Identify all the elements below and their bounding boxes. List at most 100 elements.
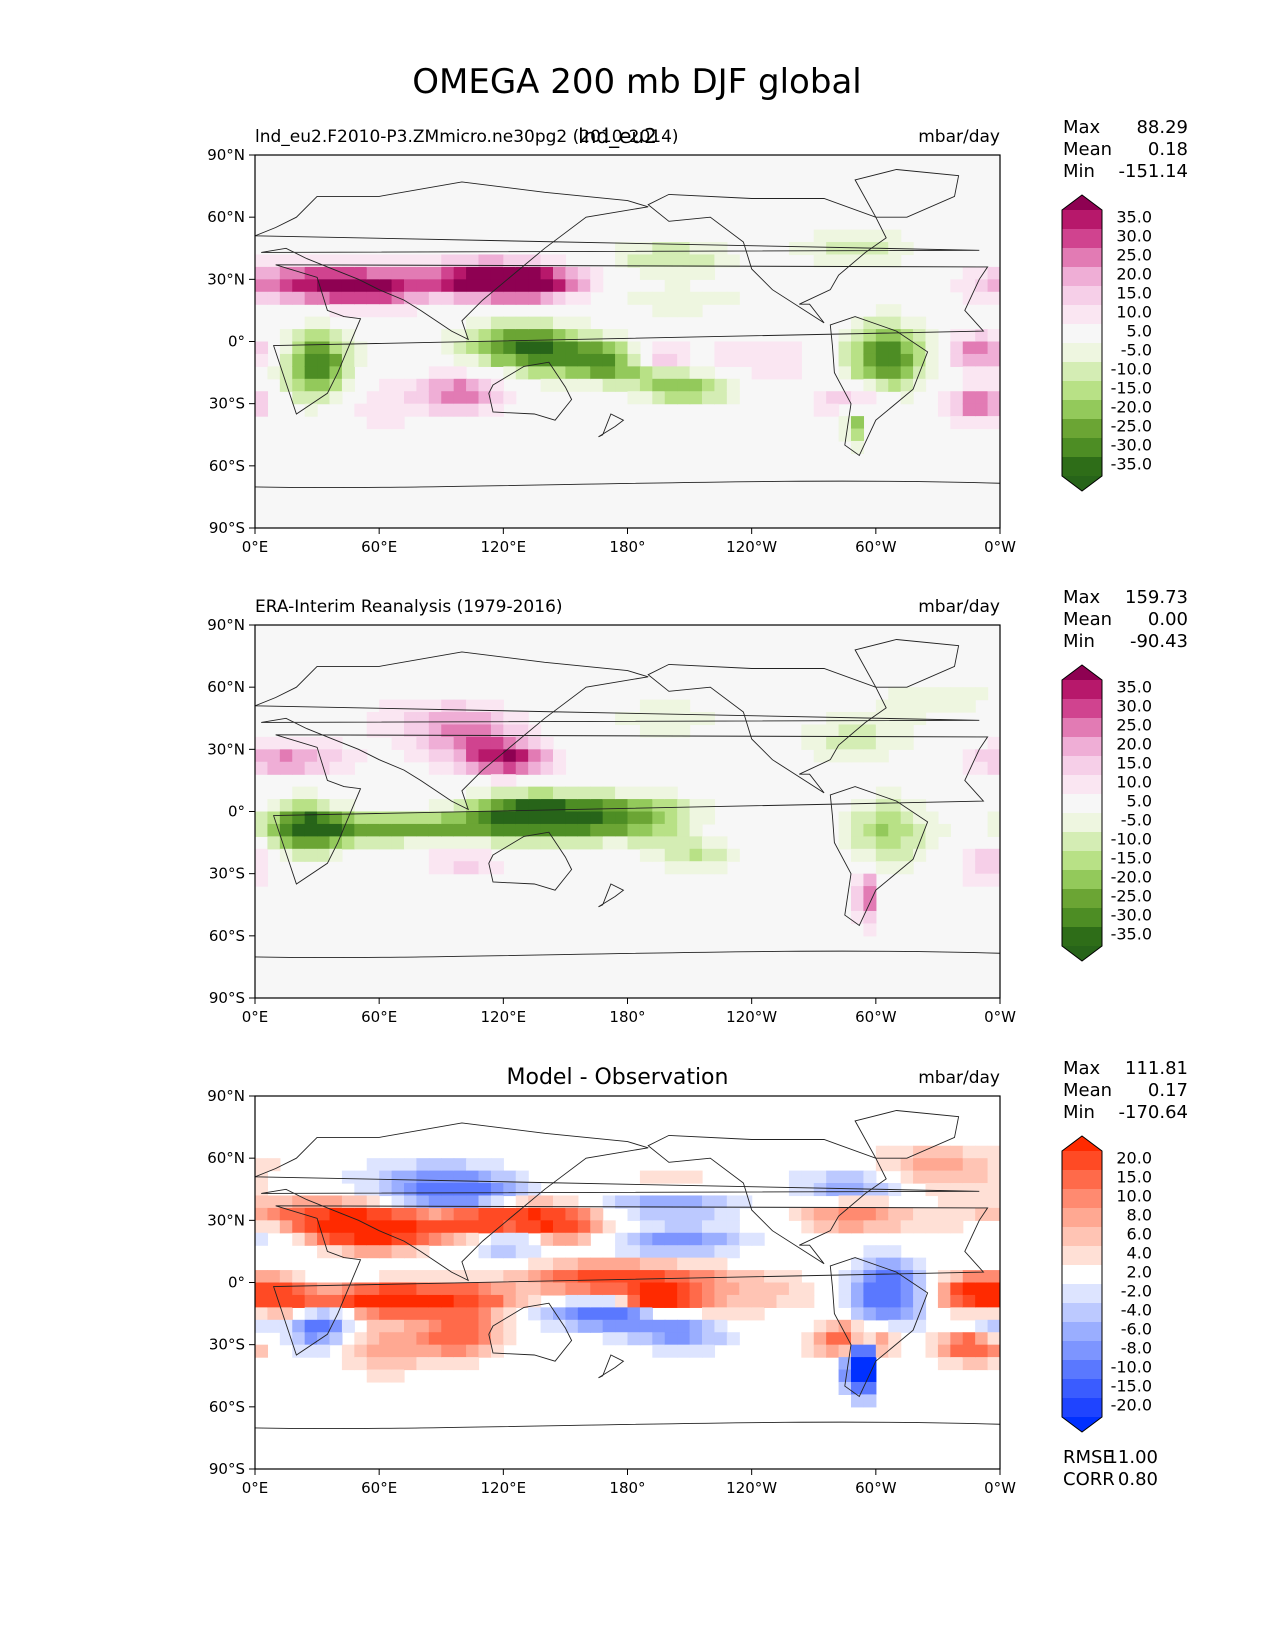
field-cell [528,341,542,355]
field-cell [466,712,480,726]
field-cell [950,391,964,405]
field-cell [627,1257,641,1271]
coastline [272,1205,989,1356]
field-cell [565,266,579,280]
field-cell [267,266,281,280]
field-cell [292,1207,306,1221]
field-cell [292,279,306,293]
field-cell [540,316,554,330]
field-cell [826,1170,840,1184]
field-cell [255,1270,269,1284]
field-cell [503,774,517,788]
field-cell [354,254,368,268]
field-cell [366,1319,380,1333]
field-cell [391,1183,405,1197]
field-cell [702,254,716,268]
field-cell [702,242,716,256]
field-cell [515,736,529,750]
field-cell [639,786,653,800]
field-cell [851,1294,865,1308]
colorbar-segment [1062,286,1102,306]
ytick-label: 30°S [209,865,245,883]
field-cell [329,811,343,825]
field-cell [304,279,318,293]
stat-value-corr: 0.80 [1118,1469,1158,1490]
colorbar-tick-label: -15.0 [1111,1376,1152,1395]
field-cell [689,848,703,862]
field-cell [925,1220,939,1234]
field-cell [366,1357,380,1371]
field-cell [615,378,629,392]
field-cell [379,1170,393,1184]
field-cell [652,1332,666,1346]
field-cell [677,254,691,268]
field-cell [279,329,293,343]
field-cell [925,353,939,367]
field-cell [292,1319,306,1333]
field-cell [503,279,517,293]
field-cell [987,329,1000,343]
field-cell [851,1257,865,1271]
field-cell [639,1245,653,1259]
xtick-label: 120°E [481,538,527,556]
field-cell [441,1307,455,1321]
field-cell [379,1245,393,1259]
field-cell [689,1270,703,1284]
field-cell [490,799,504,813]
field-cell [851,1319,865,1333]
field-cell [987,366,1000,380]
field-cell [565,353,579,367]
field-cell [503,1245,517,1259]
field-cell [950,1344,964,1358]
field-cell [366,1294,380,1308]
field-cell [540,378,554,392]
field-cell [714,341,728,355]
field-cell [540,366,554,380]
field-cell [267,1319,281,1333]
field-cell [975,1270,989,1284]
field-cell [255,391,269,405]
field-cell [801,242,815,256]
field-cell [838,428,852,442]
field-cell [317,836,331,850]
field-cell [304,378,318,392]
field-cell [466,736,480,750]
field-cell [788,1170,802,1184]
field-cell [664,861,678,875]
field-cell [863,724,877,738]
field-cell [677,861,691,875]
field-cell [702,848,716,862]
field-cell [279,823,293,837]
field-cell [627,1207,641,1221]
field-cell [838,1332,852,1346]
field-cell [428,724,442,738]
field-cell [962,1183,976,1197]
field-cell [329,391,343,405]
field-cell [975,1195,989,1209]
field-cell [503,341,517,355]
field-cell [379,1232,393,1246]
field-cell [677,811,691,825]
stat-label-mean: Mean [1063,1080,1112,1101]
field-cell [292,799,306,813]
field-cell [553,1270,567,1284]
colorbar-segment [1062,1360,1102,1380]
field-cell [428,279,442,293]
xtick-label: 60°E [361,1479,397,1497]
field-cell [478,254,492,268]
field-cell [540,291,554,305]
field-cell [838,391,852,405]
field-cell [726,1282,740,1296]
field-cell [851,811,865,825]
field-cell [627,254,641,268]
field-cell [503,799,517,813]
field-cell [553,1220,567,1234]
field-cell [453,1195,467,1209]
field-cell [466,1307,480,1321]
field-cell [714,353,728,367]
field-cell [639,242,653,256]
field-cell [441,391,455,405]
field-cell [950,1282,964,1296]
colorbar-tick-label: -20.0 [1111,867,1152,886]
field-cell [702,1207,716,1221]
